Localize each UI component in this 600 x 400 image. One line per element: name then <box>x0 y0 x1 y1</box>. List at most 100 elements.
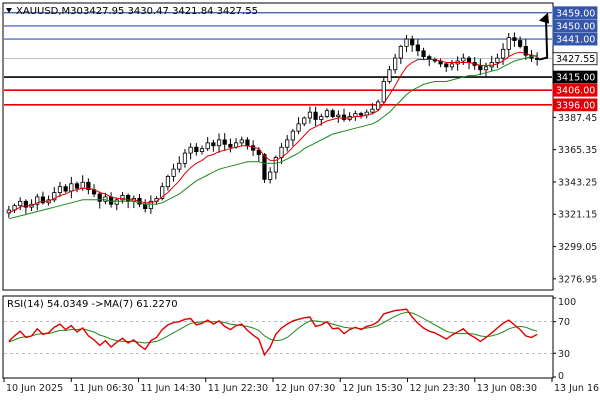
candle-body <box>114 199 119 205</box>
candle <box>387 65 392 84</box>
ma-fast-line <box>8 51 538 214</box>
candle-body <box>18 200 23 207</box>
candle <box>307 106 313 124</box>
level-tag-4: 3406.00 <box>556 86 595 97</box>
candle-body <box>86 181 91 191</box>
candle-body <box>302 117 307 125</box>
candle <box>381 76 386 104</box>
ma-slow-line <box>8 54 538 220</box>
candle-body <box>228 143 233 148</box>
candle-body <box>52 192 57 201</box>
arrow-shaft <box>538 18 549 61</box>
x-tick-label-1: 11 Jun 06:30 <box>73 383 133 394</box>
x-tick-label-3: 11 Jun 22:30 <box>208 383 268 394</box>
price-levels <box>4 12 552 106</box>
y-tick-label-1: 3299.05 <box>558 242 597 253</box>
candle <box>358 111 364 119</box>
candle-body <box>466 57 472 63</box>
x-tick-label-2: 11 Jun 14:30 <box>141 383 201 394</box>
projection-arrow <box>538 12 549 61</box>
candle <box>74 181 80 193</box>
candle <box>336 110 341 123</box>
candle-body <box>222 139 227 145</box>
candle-body <box>23 200 28 208</box>
candle <box>421 47 426 61</box>
candle-body <box>63 186 68 192</box>
candle <box>415 39 420 56</box>
candle <box>228 138 233 153</box>
collapse-triangle-icon[interactable] <box>6 8 12 13</box>
rsi-tick-label-3: 100 <box>558 297 576 308</box>
candle <box>205 137 210 151</box>
candle <box>86 178 91 195</box>
candle-body <box>449 63 455 68</box>
candle-body <box>165 176 171 188</box>
main-plot-frame <box>2 2 554 291</box>
x-tick-label-0: 10 Jun 2025 <box>6 383 63 394</box>
candle <box>239 136 244 147</box>
x-tick-label-6: 12 Jun 23:30 <box>410 383 470 394</box>
candle-body <box>375 101 381 110</box>
candle-body <box>523 45 528 56</box>
candle <box>103 192 108 205</box>
level-tag-0: 3459.00 <box>556 8 595 19</box>
candle-body <box>103 196 108 202</box>
candle <box>393 53 398 74</box>
candle-body <box>40 196 46 204</box>
candle-body <box>313 111 318 120</box>
rsi-tick-label-2: 70 <box>558 317 570 328</box>
candle-body <box>290 130 295 141</box>
candle-body <box>307 111 313 119</box>
candle <box>165 174 171 191</box>
candle <box>324 108 330 119</box>
candle <box>444 62 449 72</box>
x-tick-label-8: 13 Jun 16:30 <box>554 383 600 394</box>
candle <box>404 34 409 53</box>
candle-body <box>404 38 409 47</box>
candle-body <box>256 149 261 155</box>
candle-body <box>324 110 330 117</box>
candle-body <box>74 183 80 189</box>
candle-body <box>211 142 216 147</box>
candle-body <box>216 139 222 147</box>
candle-body <box>296 123 301 132</box>
candle <box>211 139 216 152</box>
candle <box>40 191 46 205</box>
candle <box>35 193 40 211</box>
candle-body <box>143 203 148 210</box>
rsi-line <box>8 308 538 357</box>
candle-body <box>57 186 63 193</box>
candle <box>375 99 381 111</box>
candle <box>410 35 415 52</box>
candle <box>188 143 193 160</box>
level-tag-0-bg <box>552 6 598 20</box>
candle-body <box>319 116 324 120</box>
rsi-label: RSI(14) 54.0349 ->MA(7) 61.2270 <box>7 299 178 310</box>
y-tick-label-3: 3343.25 <box>558 177 597 188</box>
level-tag-1-bg <box>552 19 598 33</box>
candle <box>535 52 540 66</box>
candle <box>512 32 517 47</box>
candle-body <box>80 181 85 189</box>
candle-body <box>273 157 278 173</box>
candle-body <box>387 69 392 82</box>
candle <box>330 108 335 119</box>
level-tag-3: 3415.00 <box>556 73 595 84</box>
candle-body <box>398 45 403 59</box>
candle-body <box>415 44 420 52</box>
candle-body <box>393 57 398 71</box>
candle-body <box>483 66 489 71</box>
current-price-tag: 3427.55 <box>556 54 595 65</box>
level-tag-5-bg <box>552 98 598 112</box>
ohlc-readout: 3427.95 3430.47 3421.84 3427.55 <box>83 6 258 17</box>
candle <box>285 135 290 152</box>
candle <box>296 117 301 135</box>
candle-body <box>148 200 153 210</box>
rsi-plot-frame <box>2 295 554 379</box>
candle <box>461 53 466 65</box>
candle-body <box>410 38 415 46</box>
candle <box>523 39 528 60</box>
x-tick-label-7: 13 Jun 08:30 <box>477 383 537 394</box>
candlesticks <box>6 32 540 218</box>
candle <box>518 36 523 49</box>
